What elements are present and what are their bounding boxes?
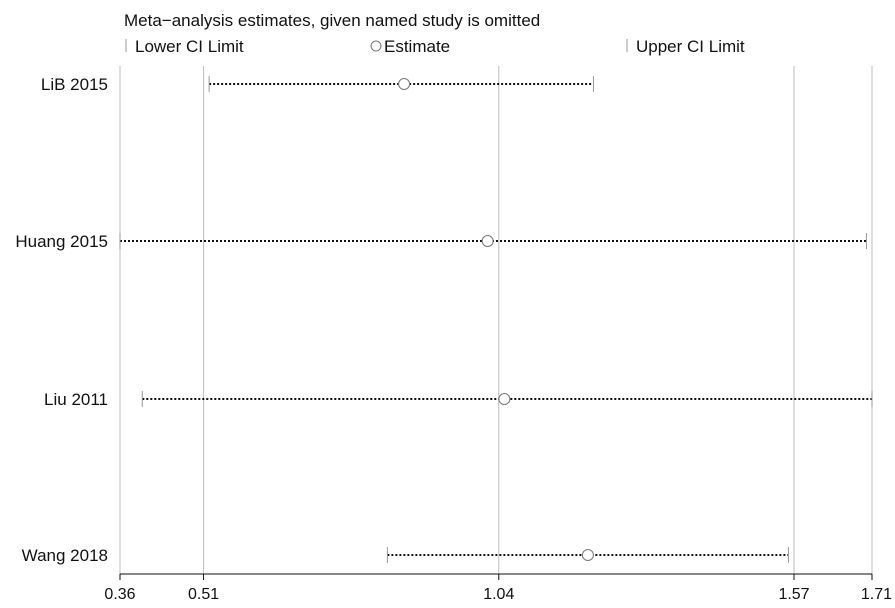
x-tick-label: 1.71	[861, 586, 892, 603]
study-row: Wang 2018	[22, 546, 789, 565]
legend-lower-label: Lower CI Limit	[135, 37, 244, 56]
estimate-point	[481, 235, 494, 247]
study-rows: LiB 2015 Huang 2015 Liu 2011 Wang 2018	[15, 75, 873, 565]
x-tick-label: 0.36	[104, 586, 135, 603]
legend-estimate-label: Estimate	[384, 37, 450, 56]
estimate-point	[398, 78, 411, 90]
study-label: Wang 2018	[22, 546, 108, 565]
x-axis: 0.36 0.51 1.04 1.57 1.71	[104, 573, 892, 603]
chart-title: Meta−analysis estimates, given named stu…	[124, 11, 540, 30]
study-row: LiB 2015	[41, 75, 594, 94]
legend: Meta−analysis estimates, given named stu…	[124, 11, 745, 56]
legend-upper-label: Upper CI Limit	[636, 37, 745, 56]
legend-estimate-marker	[370, 40, 382, 52]
study-label: Huang 2015	[15, 232, 108, 251]
x-tick-label: 1.57	[778, 586, 809, 603]
estimate-point	[581, 549, 594, 561]
study-row: Liu 2011	[44, 390, 873, 409]
estimate-point	[498, 393, 511, 405]
study-label: LiB 2015	[41, 75, 108, 94]
gridlines	[119, 66, 873, 574]
x-tick-label: 0.51	[188, 586, 219, 603]
x-tick-label: 1.04	[483, 586, 514, 603]
study-row: Huang 2015	[15, 232, 867, 251]
study-label: Liu 2011	[44, 390, 108, 409]
